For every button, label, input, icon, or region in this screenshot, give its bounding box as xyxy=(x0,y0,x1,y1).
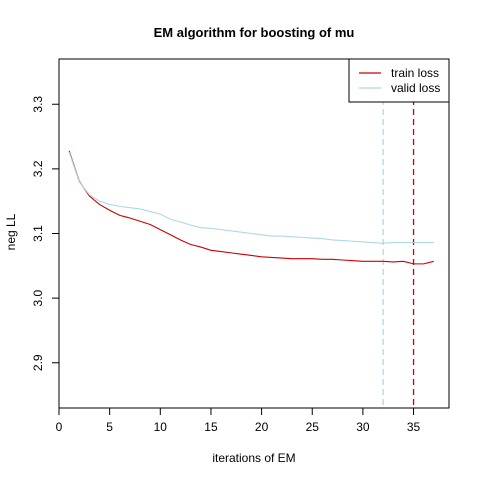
x-tick-label: 25 xyxy=(306,420,320,434)
y-axis-label: neg LL xyxy=(4,213,18,250)
y-tick-label: 3.2 xyxy=(31,160,45,177)
y-tick-label: 3.1 xyxy=(31,225,45,242)
x-tick-label: 10 xyxy=(154,420,168,434)
x-axis-label: iterations of EM xyxy=(212,451,295,465)
y-tick-label: 3.0 xyxy=(31,289,45,306)
x-tick-label: 0 xyxy=(56,420,63,434)
y-tick-label: 2.9 xyxy=(31,354,45,371)
x-tick-label: 5 xyxy=(106,420,113,434)
train-loss-line xyxy=(68,150,434,265)
legend-label: train loss xyxy=(391,66,439,80)
y-tick-label: 3.3 xyxy=(31,96,45,113)
legend-box xyxy=(348,58,450,103)
x-tick-label: 20 xyxy=(255,420,269,434)
legend-label: valid loss xyxy=(391,81,440,95)
x-tick-label: 35 xyxy=(407,420,421,434)
x-tick-label: 30 xyxy=(356,420,370,434)
x-tick-label: 15 xyxy=(204,420,218,434)
valid-loss-line xyxy=(68,151,434,244)
chart-title: EM algorithm for boosting of mu xyxy=(154,25,355,40)
